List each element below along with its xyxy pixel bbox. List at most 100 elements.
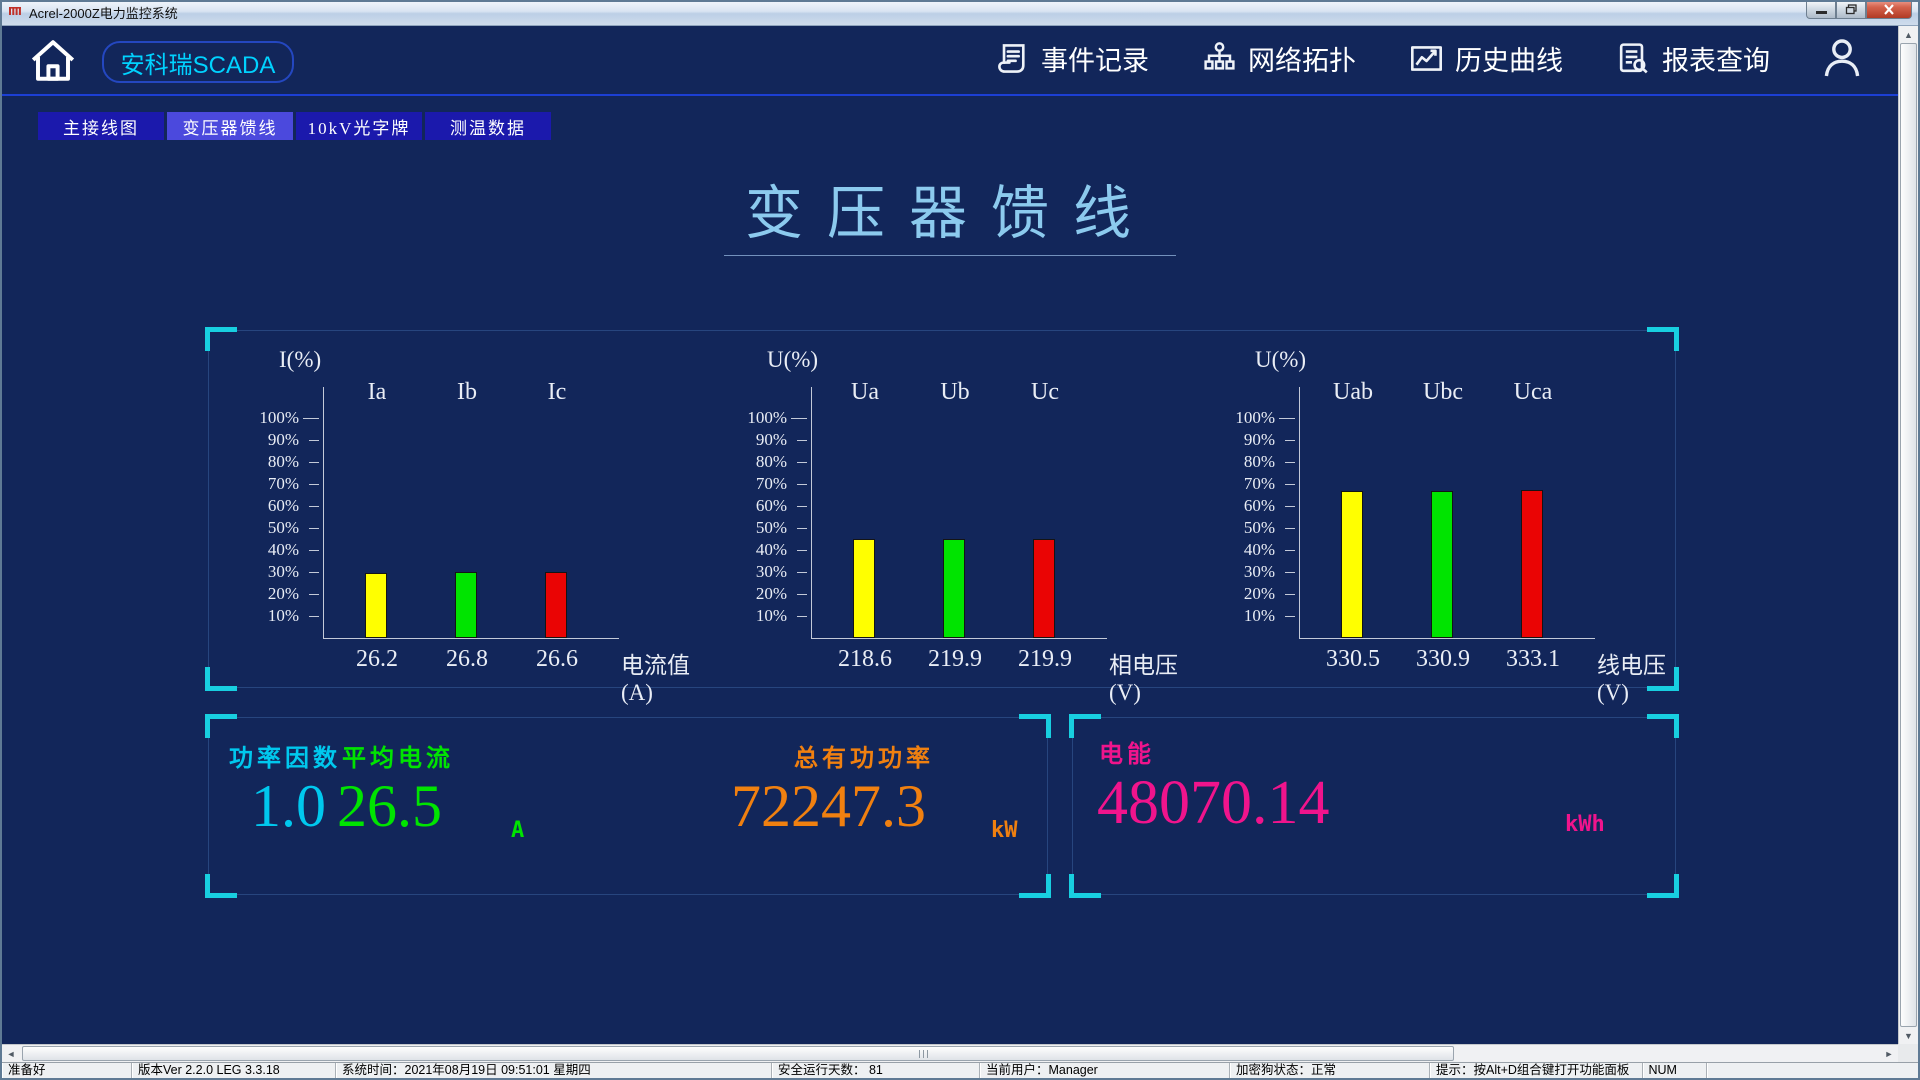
y-tick-mark xyxy=(309,506,319,507)
y-tick-mark xyxy=(309,484,319,485)
home-icon xyxy=(31,40,75,81)
avg-current-unit: A xyxy=(511,818,525,843)
y-tick-mark xyxy=(791,418,807,419)
user-icon xyxy=(1824,39,1860,77)
tab-0[interactable]: 主接线图 xyxy=(38,112,164,140)
status-cell-8 xyxy=(1707,1063,1919,1078)
y-tick-mark xyxy=(309,440,319,441)
y-tick-label: 60% xyxy=(267,496,299,515)
y-tick-mark xyxy=(1285,506,1295,507)
status-cell-2: 系统时间：2021年08月19日 09:51:01 星期四 xyxy=(336,1063,772,1078)
horizontal-scrollbar-thumb[interactable] xyxy=(22,1046,1454,1061)
restore-icon xyxy=(1845,3,1857,14)
series-label: Ic xyxy=(547,379,567,405)
bar-Uc xyxy=(1033,539,1055,638)
history-curve-icon xyxy=(1408,40,1445,77)
nav-item-3[interactable]: 报表查询 xyxy=(1615,39,1770,78)
nav-item-0[interactable]: 事件记录 xyxy=(994,39,1149,78)
minimize-icon xyxy=(1815,11,1827,14)
y-tick-mark xyxy=(309,594,319,595)
y-tick-mark xyxy=(309,550,319,551)
y-tick-label: 30% xyxy=(755,562,787,581)
nav-menu: 事件记录 网络拓扑 历史曲线 报表查询 xyxy=(994,39,1770,78)
restore-button[interactable] xyxy=(1836,0,1866,19)
y-tick-label: 50% xyxy=(267,518,299,537)
energy-label: 电能 xyxy=(1099,742,1155,768)
total-power-value: 72247.3 xyxy=(731,773,926,839)
nav-item-2[interactable]: 历史曲线 xyxy=(1408,39,1563,78)
tab-1[interactable]: 变压器馈线 xyxy=(167,112,293,140)
app-icon xyxy=(7,5,23,21)
corner-bracket xyxy=(1647,667,1679,691)
user-button[interactable] xyxy=(1818,34,1866,82)
scada-client-area: 安科瑞SCADA 事件记录 网络拓扑 历史曲线 报表查询 主接线图 变压器馈线 10kV光… xyxy=(2,26,1898,1044)
status-cell-1: 版本Ver 2.2.0 LEG 3.3.18 xyxy=(132,1063,336,1078)
y-tick-label: 40% xyxy=(267,540,299,559)
vertical-scrollbar[interactable]: ▲ ▼ xyxy=(1898,26,1918,1044)
brand-button[interactable]: 安科瑞SCADA xyxy=(102,41,294,83)
energy-unit: kWh xyxy=(1565,812,1605,837)
series-label: Ib xyxy=(457,379,477,405)
y-tick-mark xyxy=(309,572,319,573)
corner-bracket xyxy=(205,667,237,691)
nav-item-1[interactable]: 网络拓扑 xyxy=(1201,39,1356,78)
horizontal-scrollbar[interactable]: ◄ ► xyxy=(2,1044,1898,1062)
corner-bracket xyxy=(1019,714,1051,738)
charts-panel: I(%) 100% 90% 80% 70% 60% 50% 40% 30% 20% 10% Ia 26.… xyxy=(205,327,1679,705)
status-cell-4: 当前用户：Manager xyxy=(980,1063,1230,1078)
series-label: Ub xyxy=(940,379,970,405)
x-axis xyxy=(811,638,1107,639)
status-cell-0: 准备好 xyxy=(2,1063,132,1078)
bar-value: 330.9 xyxy=(1416,646,1470,672)
bar-value: 330.5 xyxy=(1326,646,1380,672)
series-label: Ubc xyxy=(1423,379,1463,405)
y-tick-label: 20% xyxy=(267,584,299,603)
minimize-button[interactable] xyxy=(1806,0,1836,19)
corner-bracket xyxy=(1019,874,1051,898)
x-axis xyxy=(1299,638,1595,639)
home-button[interactable] xyxy=(28,36,78,86)
tab-2[interactable]: 10kV光字牌 xyxy=(296,112,422,140)
scroll-up-icon[interactable]: ▲ xyxy=(1904,29,1913,40)
report-query-icon xyxy=(1615,40,1652,77)
caption-buttons xyxy=(1806,0,1912,19)
energy-panel: 电能 48070.14 kWh xyxy=(1069,714,1679,898)
y-tick-mark xyxy=(797,462,807,463)
avg-current-value: 26.5 xyxy=(337,773,442,839)
scroll-right-icon[interactable]: ► xyxy=(1884,1048,1894,1059)
y-tick-mark xyxy=(309,462,319,463)
corner-bracket xyxy=(1647,874,1679,898)
y-tick-mark xyxy=(1285,484,1295,485)
y-tick-mark xyxy=(797,484,807,485)
status-cell-6: 提示：按Alt+D组合键打开功能面板 xyxy=(1430,1063,1643,1078)
view-tabs: 主接线图 变压器馈线 10kV光字牌 测温数据 xyxy=(38,112,551,140)
y-tick-label: 70% xyxy=(1243,474,1275,493)
y-tick-mark xyxy=(1285,572,1295,573)
bar-value: 26.8 xyxy=(446,646,488,672)
y-tick-mark xyxy=(1285,440,1295,441)
y-tick-label: 80% xyxy=(1243,452,1275,471)
tab-3[interactable]: 测温数据 xyxy=(425,112,551,140)
y-tick-label: 60% xyxy=(755,496,787,515)
bar-Uab xyxy=(1341,491,1363,638)
corner-bracket xyxy=(1647,714,1679,738)
close-icon xyxy=(1884,3,1894,15)
bar-value: 219.9 xyxy=(1018,646,1072,672)
y-tick-mark xyxy=(309,528,319,529)
y-tick-label: 50% xyxy=(755,518,787,537)
y-tick-label: 80% xyxy=(267,452,299,471)
scroll-left-icon[interactable]: ◄ xyxy=(6,1048,16,1059)
vertical-scrollbar-thumb[interactable] xyxy=(1900,43,1917,1027)
y-tick-mark xyxy=(797,616,807,617)
y-tick-mark xyxy=(797,572,807,573)
close-button[interactable] xyxy=(1866,0,1912,19)
nav-item-label: 历史曲线 xyxy=(1455,46,1563,76)
scrollbar-corner xyxy=(1898,1044,1918,1062)
scroll-down-icon[interactable]: ▼ xyxy=(1904,1030,1913,1041)
x-axis-unit-label: 线电压(V) xyxy=(1597,653,1666,705)
bar-Ub xyxy=(943,539,965,638)
series-label: Uc xyxy=(1031,379,1059,405)
nav-item-label: 网络拓扑 xyxy=(1248,46,1356,76)
bar-Ib xyxy=(455,572,477,638)
y-tick-label: 70% xyxy=(267,474,299,493)
